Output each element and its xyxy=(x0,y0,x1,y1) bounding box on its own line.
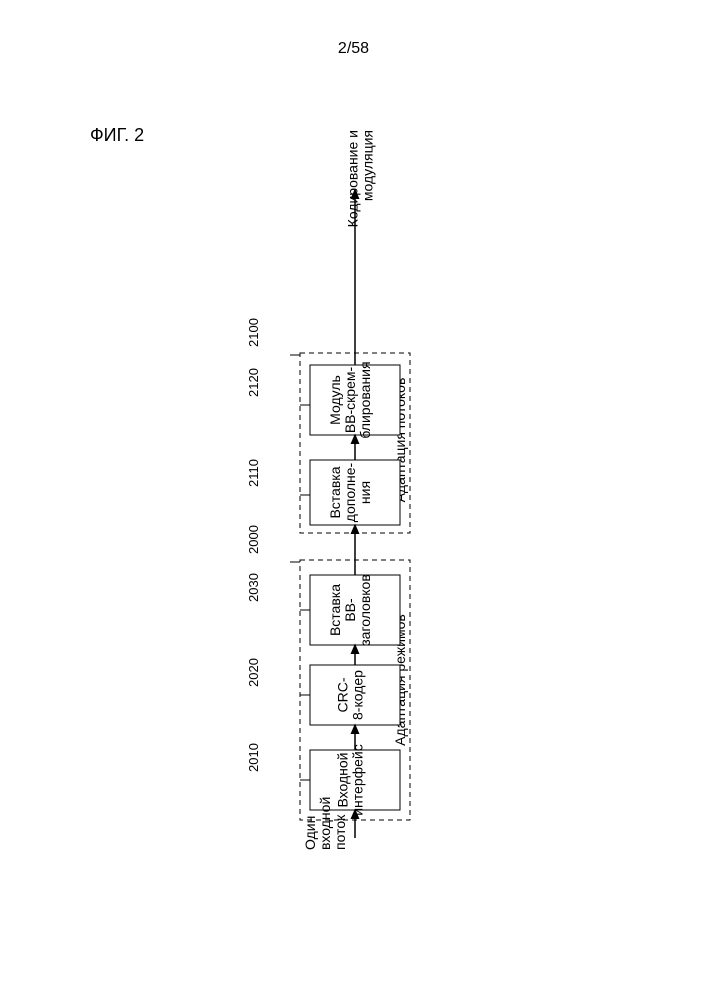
output-label-line1: модуляция xyxy=(360,130,376,201)
input-label-line2: поток xyxy=(332,814,348,850)
box-bb_scr-line2: блирования xyxy=(357,361,373,438)
input-label-line0: Один xyxy=(302,816,318,850)
box-input_if-line1: интерфейс xyxy=(350,744,366,816)
box-bb_hdr-line0: Вставка xyxy=(327,584,343,636)
stream_adapt-ref: 2100 xyxy=(246,318,261,347)
page: 2/58 ФИГ. 2 2000Адаптация режимов2100Ада… xyxy=(0,0,707,1000)
input-label-line1: входной xyxy=(317,797,333,850)
box-bb_scr-line1: BB-скрем- xyxy=(342,367,358,434)
box-input_if-line0: Входной xyxy=(335,752,351,807)
box-padding-ref: 2110 xyxy=(246,459,261,487)
box-crc8-line0: CRC- xyxy=(335,677,351,712)
box-padding-line0: Вставка xyxy=(327,466,343,518)
box-bb_hdr-line2: заголовков xyxy=(357,574,373,646)
box-crc8-ref: 2020 xyxy=(246,658,261,687)
box-crc8-line1: 8-кодер xyxy=(350,670,366,720)
output-label-line0: Кодирование и xyxy=(345,130,361,227)
box-padding-line1: дополне- xyxy=(342,462,358,522)
box-bb_scr-line0: Модуль xyxy=(327,375,343,425)
box-input_if-ref: 2010 xyxy=(246,743,261,772)
mode_adapt-ref: 2000 xyxy=(246,525,261,554)
box-bb_hdr-ref: 2030 xyxy=(246,573,261,602)
box-bb_hdr-line1: BB- xyxy=(342,598,358,622)
box-padding-line2: ния xyxy=(357,481,373,504)
box-bb_scr-ref: 2120 xyxy=(246,368,261,397)
diagram-svg: 2000Адаптация режимов2100Адаптация поток… xyxy=(0,0,707,1000)
